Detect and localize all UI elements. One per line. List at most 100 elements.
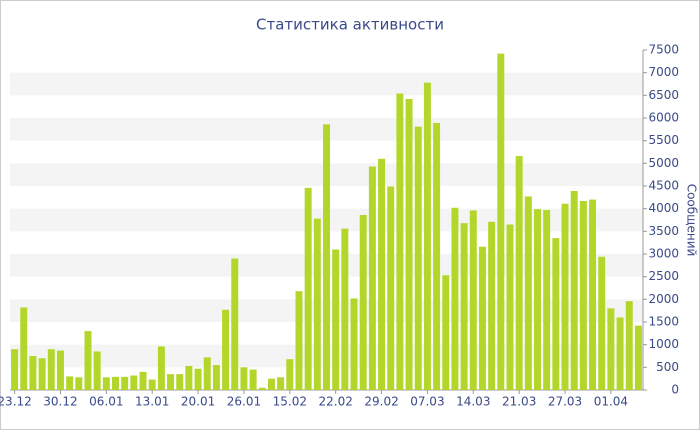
- chart-title: Статистика активности: [256, 16, 444, 34]
- bar: [589, 199, 597, 390]
- y-tick-label: 5500: [648, 133, 679, 147]
- y-tick-label: 7500: [648, 43, 679, 57]
- y-tick-label: 4500: [648, 179, 679, 193]
- bar: [212, 365, 220, 390]
- bar: [231, 258, 239, 390]
- bar: [396, 93, 404, 391]
- bar: [359, 215, 367, 390]
- bar: [176, 374, 184, 390]
- bar: [378, 158, 386, 390]
- y-tick-label: 6500: [648, 88, 679, 102]
- y-tick-label: 3000: [648, 247, 679, 261]
- y-tick-label: 2000: [648, 292, 679, 306]
- bar: [29, 356, 37, 390]
- bar: [20, 307, 28, 390]
- bar: [598, 256, 606, 390]
- bar: [139, 371, 147, 390]
- bar: [570, 190, 578, 390]
- bar: [460, 223, 468, 390]
- bar: [130, 375, 138, 390]
- bar: [341, 228, 349, 390]
- bar: [552, 238, 560, 390]
- bar: [102, 377, 110, 390]
- x-tick-label: 15.02: [273, 395, 307, 409]
- x-tick-label: 07.03: [410, 395, 444, 409]
- bar: [38, 358, 46, 390]
- y-tick-label: 7000: [648, 65, 679, 79]
- bar: [579, 200, 587, 390]
- grid-band: [10, 72, 643, 96]
- bar: [304, 187, 312, 390]
- bar: [543, 210, 551, 390]
- x-tick-label: 13.01: [135, 395, 169, 409]
- bar: [607, 308, 615, 390]
- bar: [405, 98, 413, 391]
- bar: [534, 209, 541, 390]
- bar: [313, 218, 321, 390]
- x-tick-label: 14.03: [456, 395, 490, 409]
- x-tick-label: 23.12: [0, 395, 32, 409]
- bar: [524, 196, 532, 390]
- bar: [561, 203, 569, 390]
- y-tick-label: 500: [656, 360, 679, 374]
- y-tick-label: 6000: [648, 111, 679, 125]
- bar: [414, 126, 422, 390]
- bar: [112, 376, 119, 390]
- bar: [478, 246, 486, 390]
- x-tick-label: 29.02: [364, 395, 398, 409]
- bar: [267, 378, 275, 390]
- y-tick-label: 2500: [648, 269, 679, 283]
- bar: [167, 374, 175, 390]
- x-tick-label: 01.04: [594, 395, 628, 409]
- y-tick-label: 5000: [648, 156, 679, 170]
- bar: [194, 368, 202, 390]
- bar: [515, 156, 523, 390]
- bar: [497, 53, 505, 390]
- bar: [75, 377, 83, 390]
- bar: [488, 221, 496, 390]
- bar: [56, 350, 64, 390]
- x-tick-label: 22.02: [318, 395, 352, 409]
- bar: [506, 224, 514, 390]
- bar: [93, 351, 101, 390]
- y-tick-label: 1000: [648, 337, 679, 351]
- bar: [84, 331, 92, 390]
- bar: [350, 298, 358, 390]
- bar: [634, 325, 642, 390]
- bar: [240, 367, 248, 390]
- y-axis-label: Сообщений: [685, 184, 699, 257]
- bar: [203, 357, 211, 390]
- bar: [451, 207, 459, 390]
- y-tick-label: 0: [671, 383, 679, 397]
- x-tick-label: 20.01: [181, 395, 215, 409]
- bar: [368, 166, 376, 390]
- bar: [249, 369, 257, 390]
- x-tick-label: 26.01: [227, 395, 261, 409]
- bar: [185, 365, 193, 390]
- bar: [222, 309, 230, 390]
- bar: [286, 359, 294, 390]
- bar: [423, 82, 431, 390]
- bar: [625, 301, 633, 390]
- bar: [277, 377, 285, 390]
- y-tick-label: 4000: [648, 201, 679, 215]
- bar: [442, 275, 450, 390]
- bar: [157, 346, 165, 390]
- bar: [47, 349, 55, 390]
- bar: [469, 210, 477, 390]
- x-tick-label: 27.03: [548, 395, 582, 409]
- bar: [66, 376, 74, 390]
- bar: [323, 124, 330, 390]
- bar: [148, 379, 156, 390]
- y-tick-label: 1500: [648, 315, 679, 329]
- bar: [258, 387, 266, 390]
- bar: [11, 349, 19, 390]
- x-tick-label: 21.03: [502, 395, 536, 409]
- bar: [616, 317, 624, 390]
- bar: [295, 291, 303, 390]
- bar: [433, 122, 441, 390]
- y-tick-label: 3500: [648, 224, 679, 238]
- bar: [387, 186, 395, 390]
- bar: [121, 376, 129, 390]
